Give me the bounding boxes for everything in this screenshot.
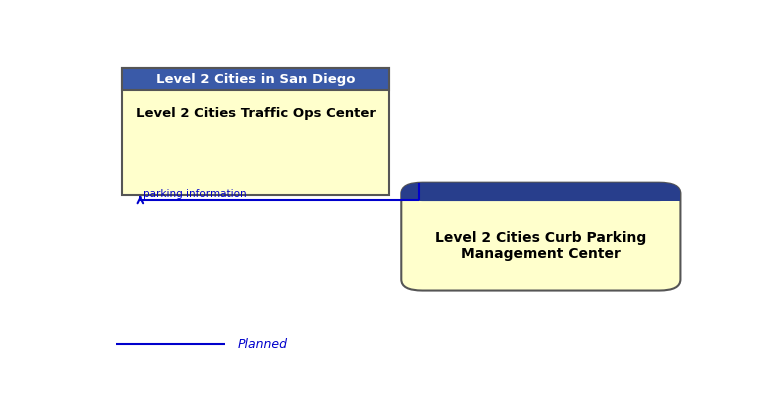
Bar [122, 68, 389, 90]
FancyBboxPatch shape [402, 183, 680, 290]
Text: Planned: Planned [237, 338, 287, 351]
Text: Level 2 Cities in San Diego: Level 2 Cities in San Diego [156, 73, 355, 86]
Bar [122, 68, 389, 195]
FancyBboxPatch shape [402, 183, 680, 201]
Text: parking information: parking information [143, 189, 247, 199]
Text: Level 2 Cities Curb Parking
Management Center: Level 2 Cities Curb Parking Management C… [435, 231, 647, 261]
Text: Level 2 Cities Traffic Ops Center: Level 2 Cities Traffic Ops Center [135, 107, 376, 120]
Bar [402, 191, 680, 201]
